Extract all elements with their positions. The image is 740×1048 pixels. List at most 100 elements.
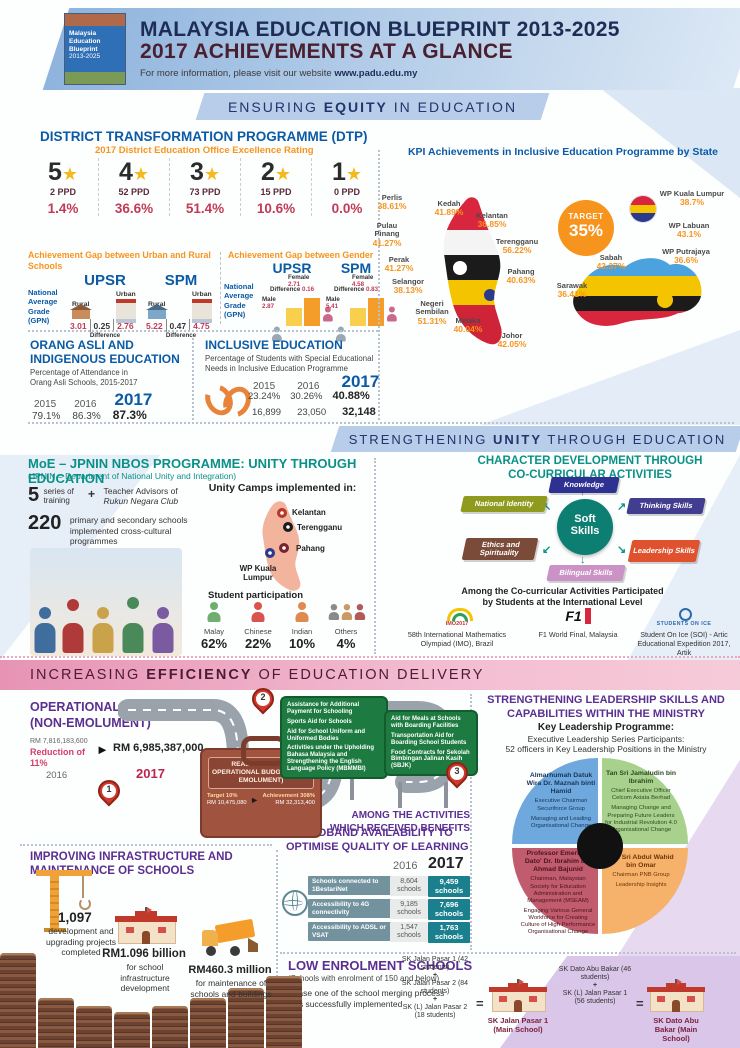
value: 79.1% bbox=[32, 411, 61, 422]
coin-stack bbox=[152, 1006, 188, 1048]
stat-value: 220 bbox=[28, 512, 62, 534]
divider bbox=[470, 694, 472, 950]
male-value: 5.41 bbox=[326, 302, 339, 310]
globe-parallel bbox=[283, 900, 303, 906]
rating-cell: 2★ 15 PPD 10.6% bbox=[241, 158, 312, 216]
unity-camps-title: Unity Camps implemented in: bbox=[208, 482, 357, 494]
crane-base bbox=[44, 928, 66, 932]
leader-card: Professor Emeritus Dato' Dr. Ibrahim bin… bbox=[520, 850, 596, 936]
diff-value: 0.25 bbox=[93, 320, 111, 331]
imo-logo-icon bbox=[452, 613, 468, 621]
budget-2017-amount: RM 6,985,387,000 bbox=[113, 742, 204, 754]
banner-text-em: EFFICIENCY bbox=[146, 667, 253, 683]
truck-cab bbox=[202, 930, 218, 946]
label-line: Teacher Advisors of bbox=[103, 486, 178, 496]
broadband-2017-value: 9,459 schools bbox=[428, 876, 470, 898]
orang-asli-values: 79.1% 86.3% 87.3% bbox=[32, 408, 182, 422]
info-text: For more information, please visit our w… bbox=[140, 68, 335, 79]
school-door bbox=[671, 1000, 681, 1012]
header-info: For more information, please visit our w… bbox=[140, 68, 417, 79]
rating-ppd: 52 PPD bbox=[118, 187, 150, 197]
broadband-col-2016: 2016 bbox=[393, 860, 418, 872]
leadership-title: STRENGTHENING LEADERSHIP SKILLS AND CAPA… bbox=[478, 694, 734, 722]
stat-value: 5 bbox=[28, 484, 40, 506]
truck-chute bbox=[248, 938, 258, 952]
state-label: Terengganu 56.22% bbox=[486, 237, 548, 256]
state-value: 36.41% bbox=[557, 289, 587, 300]
state-name: Negeri Sembilan bbox=[415, 299, 449, 317]
group-pct: 4% bbox=[336, 636, 356, 651]
leadership-programme: Key Leadership Programme: bbox=[537, 722, 675, 733]
subtitle-line: Needs in Inclusive Education Programme bbox=[205, 363, 349, 373]
low-enrolment-subtitle: (Schools with enrolment of 150 and below… bbox=[288, 974, 440, 983]
others-person-icon bbox=[354, 604, 364, 620]
state-label: Pahang 40.63% bbox=[496, 267, 546, 286]
desc-line: Phase one of the school merging process bbox=[288, 988, 445, 998]
divider bbox=[378, 150, 380, 420]
leader-role: Chief Executive Officer Celcom Axiata Be… bbox=[611, 788, 671, 802]
sign-item: Aid for School Uniform and Uniformed Bod… bbox=[287, 728, 365, 742]
count: 23,050 bbox=[297, 407, 327, 418]
intl-caption: 58th International Mathematics Olympiad … bbox=[407, 630, 507, 648]
banner-text: ENSURING bbox=[227, 99, 324, 115]
gap-values: 3.01 0.25 2.76 bbox=[70, 319, 140, 332]
state-name: Kedah bbox=[437, 199, 461, 208]
equals-icon: = bbox=[636, 996, 644, 1011]
group-label: Chinese bbox=[244, 627, 272, 636]
book-title-line: Blueprint bbox=[69, 45, 98, 53]
unity-programme-subtitle: (JPNIN = Department of National Unity an… bbox=[28, 471, 237, 481]
participation-group: Others 4% bbox=[324, 602, 368, 651]
unity-stat-2: 220 primary and secondary schools implem… bbox=[28, 512, 188, 547]
banner-text: IN EDUCATION bbox=[387, 99, 518, 115]
difference-label: Difference 0.16 bbox=[270, 286, 314, 294]
budget-year-2016: 2016 bbox=[46, 770, 68, 781]
pin-number: 2 bbox=[256, 692, 270, 706]
quadrant-center-dot bbox=[577, 823, 623, 869]
soft-skills-circle: Soft Skills bbox=[557, 499, 613, 555]
page-title: MALAYSIA EDUCATION BLUEPRINT 2013-2025 bbox=[140, 18, 620, 41]
unit: schools bbox=[434, 885, 464, 895]
intl-caption: Student On Ice (SOI) - Artic Educational… bbox=[637, 630, 731, 657]
school-window bbox=[687, 996, 695, 1003]
website-link[interactable]: www.padu.edu.my bbox=[334, 68, 418, 79]
title-line: BROADBAND AVAILABILITY TO bbox=[286, 827, 453, 839]
leader-theme: Managing Change and Preparing Future Lea… bbox=[605, 805, 677, 833]
unity-banner-text: STRENGTHENING UNITY THROUGH EDUCATION bbox=[335, 432, 740, 447]
state-name: WP Kuala Lumpur bbox=[659, 189, 725, 198]
count-2017: 32,148 bbox=[342, 406, 376, 418]
skill-bilingual: Bilingual Skills bbox=[546, 565, 626, 581]
leader-card: Almarhumah Datuk Wira Dr. Maznah binti H… bbox=[526, 772, 596, 830]
school-window bbox=[125, 926, 134, 934]
state-value: 43.37% bbox=[596, 261, 626, 272]
male-bar bbox=[286, 308, 302, 326]
merge-part: SK Dato Abu Bakar (46 students) bbox=[558, 966, 632, 982]
arrow-ne-icon: ↗ bbox=[617, 501, 627, 513]
equity-banner-text: ENSURING EQUITY IN EDUCATION bbox=[200, 99, 545, 115]
value: 8,604 bbox=[400, 878, 418, 885]
participation-group: Indian 10% bbox=[280, 602, 324, 651]
state-name: Pahang bbox=[507, 267, 535, 276]
soi-logo-text: STUDENTS ON ICE bbox=[656, 621, 712, 627]
orang-asli-years: 2015 2016 2017 bbox=[34, 390, 174, 410]
rating-pct: 51.4% bbox=[185, 201, 225, 216]
camp-label-wpkl: WP Kuala Lumpur bbox=[239, 564, 277, 583]
state-label: Sabah 43.37% bbox=[586, 253, 636, 272]
blueprint-book-cover: Malaysia Education Blueprint 2013-2025 bbox=[64, 13, 126, 85]
female-value: 2.71 bbox=[288, 280, 301, 288]
divider bbox=[276, 850, 278, 1045]
year: 2016 bbox=[297, 381, 320, 392]
banner-text: OF EDUCATION DELIVERY bbox=[252, 667, 485, 683]
title-line: IMPROVING INFRASTRUCTURE AND bbox=[30, 851, 233, 863]
school-flag bbox=[516, 978, 524, 985]
plus-icon: + bbox=[432, 972, 438, 980]
dtp-subtitle: 2017 District Education Office Excellenc… bbox=[95, 145, 314, 156]
title-line: Among the Co-curricular Activities Parti… bbox=[461, 586, 664, 596]
broadband-row-label: Schools connected to 1BestariNet bbox=[308, 876, 394, 895]
briefcase-target-label: Target 10% bbox=[207, 792, 238, 799]
book-title-line: 2013-2025 bbox=[69, 53, 101, 61]
title-line: (NON-EMOLUMENT) bbox=[30, 715, 151, 730]
state-name: WP Putrajaya bbox=[662, 247, 710, 256]
student-silhouette bbox=[122, 597, 144, 653]
female-bar bbox=[368, 298, 384, 326]
school-door bbox=[141, 931, 151, 944]
